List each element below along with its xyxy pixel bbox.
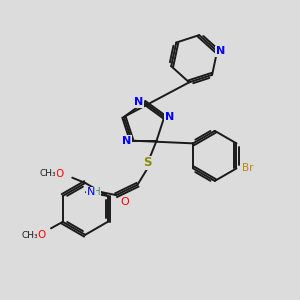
Text: H: H — [93, 187, 101, 197]
Text: CH₃: CH₃ — [21, 231, 38, 240]
Text: N: N — [134, 97, 143, 107]
Text: N: N — [216, 46, 225, 56]
Text: N: N — [122, 136, 131, 146]
Text: CH₃: CH₃ — [40, 169, 56, 178]
Text: Br: Br — [242, 164, 254, 173]
Text: O: O — [121, 197, 129, 208]
Text: N: N — [165, 112, 174, 122]
Text: N: N — [87, 187, 95, 197]
Text: S: S — [143, 156, 152, 169]
Text: O: O — [56, 169, 64, 178]
Text: O: O — [37, 230, 45, 240]
